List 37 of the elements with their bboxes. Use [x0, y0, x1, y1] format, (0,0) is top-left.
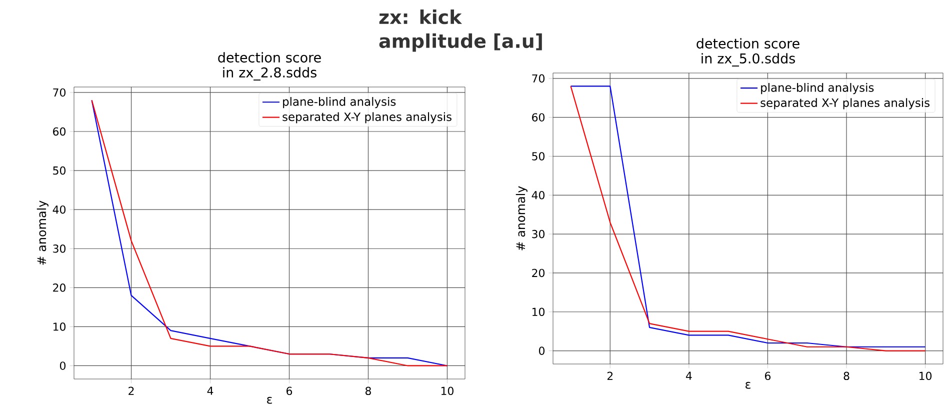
- y-tick-label: 30: [53, 244, 66, 253]
- legend-label: separated X-Y planes analysis: [282, 112, 452, 124]
- x-tick-label: 8: [366, 386, 371, 396]
- y-tick-label: 20: [53, 284, 66, 292]
- chart-title: detection score in zx_2.8.sdds: [218, 52, 321, 81]
- y-tick-label: 50: [532, 152, 544, 160]
- y-tick-label: 0: [538, 346, 544, 355]
- y-tick-label: 40: [532, 191, 544, 200]
- y-tick-label: 50: [53, 166, 66, 175]
- x-tick-label: 10: [920, 372, 932, 380]
- y-tick-label: 60: [53, 127, 66, 136]
- x-tick-label: 2: [607, 372, 613, 380]
- y-tick-label: 40: [52, 205, 66, 214]
- y-axis-title: # anomaly: [516, 186, 528, 250]
- y-tick-label: 70: [532, 74, 544, 83]
- text: zx: kick amplitude [a.u]: [379, 10, 542, 52]
- x-tick-label: 8: [844, 372, 850, 380]
- x-tick-label: 6: [286, 386, 292, 396]
- legend-label: plane-blind analysis: [283, 97, 396, 108]
- y-tick-label: 10: [53, 322, 66, 331]
- chart-title: detection score in zx_5.0.sdds: [696, 38, 800, 66]
- y-axis-title: # anomaly: [36, 200, 48, 265]
- y-tick-label: 60: [532, 113, 544, 122]
- x-tick-label: 10: [441, 386, 454, 396]
- y-tick-label: 70: [53, 88, 66, 97]
- y-tick-label: 20: [532, 268, 544, 278]
- x-tick-label: 4: [207, 386, 214, 395]
- y-tick-label: 0: [60, 362, 66, 370]
- y-tick-label: 30: [532, 230, 544, 238]
- x-tick-label: 6: [764, 372, 771, 380]
- x-tick-label: 2: [128, 386, 134, 395]
- legend-label: separated X-Y planes analysis: [760, 98, 930, 110]
- x-axis-title: ε: [267, 396, 272, 404]
- legend-label: plane-blind analysis: [761, 83, 874, 94]
- x-axis-title: ε: [746, 382, 750, 389]
- y-tick-label: 10: [532, 308, 544, 316]
- x-tick-label: 4: [686, 372, 692, 380]
